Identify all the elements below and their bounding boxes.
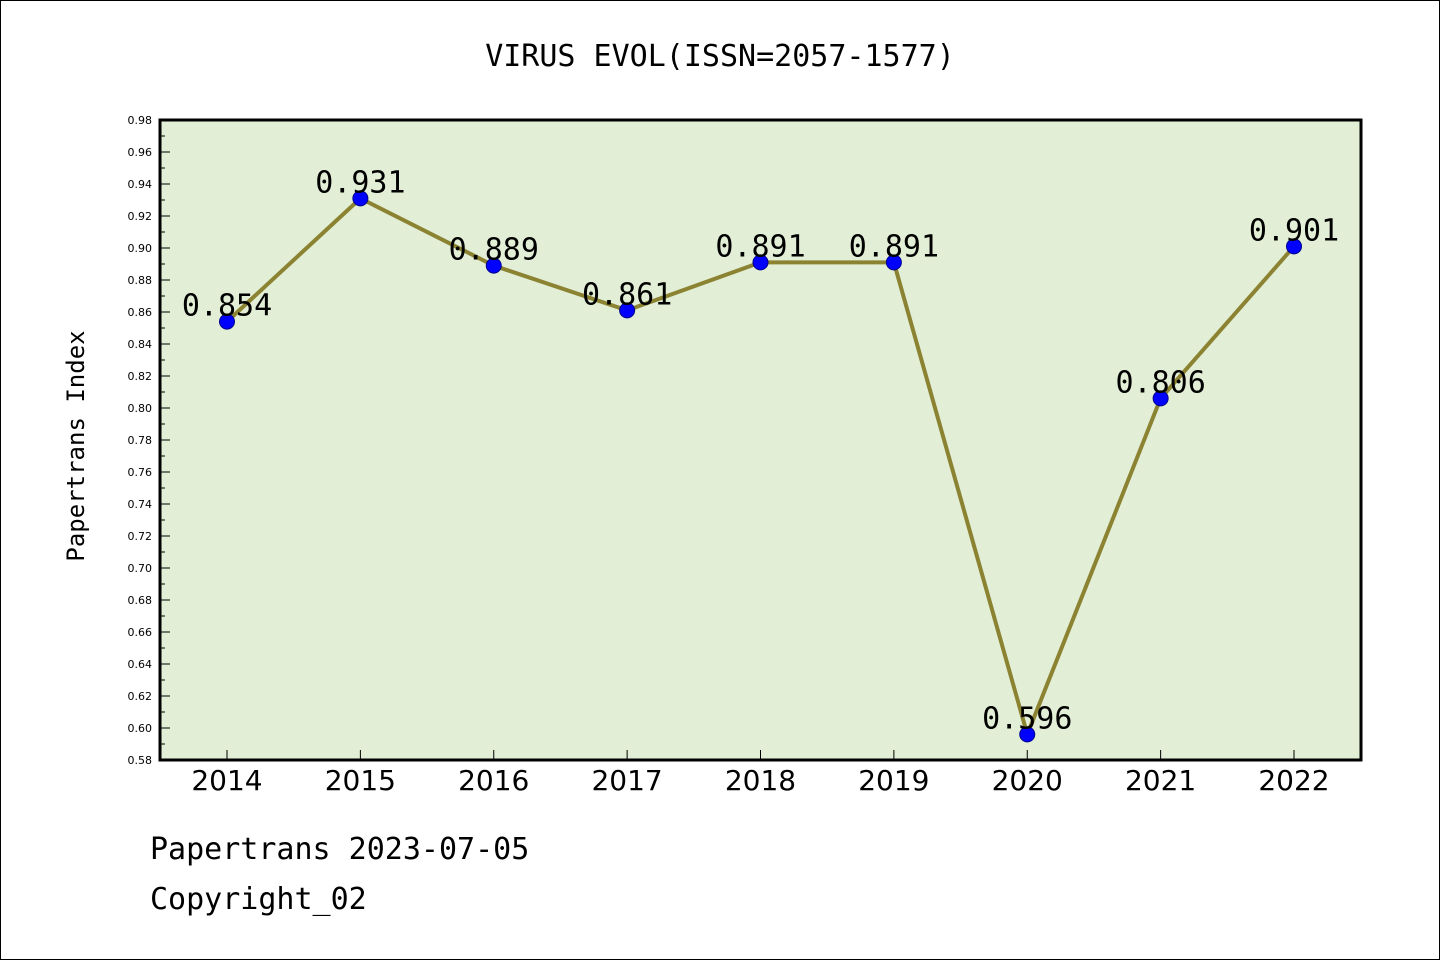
- data-point: [1152, 390, 1169, 407]
- data-point: [219, 313, 235, 330]
- data-label: 0.861: [582, 277, 672, 312]
- y-tick-label: 0.76: [128, 466, 153, 479]
- data-point: [885, 254, 902, 271]
- y-tick-label: 0.70: [128, 562, 153, 575]
- y-tick-label: 0.64: [128, 658, 153, 671]
- data-point: [485, 257, 502, 274]
- y-tick-label: 0.82: [128, 370, 153, 383]
- y-tick-label: 0.66: [128, 626, 153, 639]
- footer-date: Papertrans 2023-07-05: [150, 832, 530, 867]
- x-tick-label: 2017: [591, 764, 662, 797]
- x-tick-label: 2018: [725, 764, 796, 797]
- data-point: [352, 190, 369, 207]
- data-label: 0.891: [849, 229, 939, 264]
- y-tick-label: 0.74: [128, 498, 153, 511]
- chart-title: VIRUS EVOL(ISSN=2057-1577): [485, 39, 955, 74]
- data-point: [752, 254, 769, 271]
- y-axis-label: Papertrans Index: [62, 330, 90, 561]
- x-tick-label: 2020: [992, 764, 1063, 797]
- y-tick-label: 0.86: [128, 306, 153, 319]
- data-label: 0.854: [182, 289, 272, 324]
- y-tick-label: 0.78: [128, 434, 153, 447]
- y-tick-label: 0.60: [128, 722, 153, 735]
- footer-copyright: Copyright_02: [150, 882, 367, 917]
- x-tick-label: 2014: [191, 764, 262, 797]
- x-tick-label: 2019: [858, 764, 929, 797]
- x-tick-label: 2015: [325, 764, 396, 797]
- y-tick-label: 0.62: [128, 690, 153, 703]
- plot-border: [158, 118, 1363, 762]
- y-tick-label: 0.90: [128, 242, 153, 255]
- y-tick-label: 0.96: [128, 146, 153, 159]
- data-label: 0.891: [715, 229, 805, 264]
- data-label: 0.596: [982, 701, 1072, 736]
- y-tick-label: 0.94: [128, 178, 153, 191]
- y-tick-label: 0.88: [128, 274, 153, 287]
- data-point: [619, 302, 636, 319]
- data-point: [1286, 238, 1302, 255]
- data-label: 0.931: [315, 165, 405, 200]
- plot-area: [160, 120, 1361, 760]
- x-tick-label: 2021: [1125, 764, 1196, 797]
- y-tick-label: 0.80: [128, 402, 153, 415]
- y-tick-label: 0.58: [128, 754, 153, 767]
- data-label: 0.901: [1249, 213, 1339, 248]
- y-tick-label: 0.68: [128, 594, 153, 607]
- data-label: 0.806: [1115, 365, 1205, 400]
- x-tick-label: 2022: [1258, 764, 1329, 797]
- x-tick-label: 2016: [458, 764, 529, 797]
- data-point: [1019, 726, 1036, 743]
- y-tick-label: 0.92: [128, 210, 153, 223]
- y-tick-label: 0.72: [128, 530, 153, 543]
- y-tick-label: 0.98: [128, 114, 153, 127]
- y-tick-label: 0.84: [128, 338, 153, 351]
- data-label: 0.889: [449, 233, 539, 268]
